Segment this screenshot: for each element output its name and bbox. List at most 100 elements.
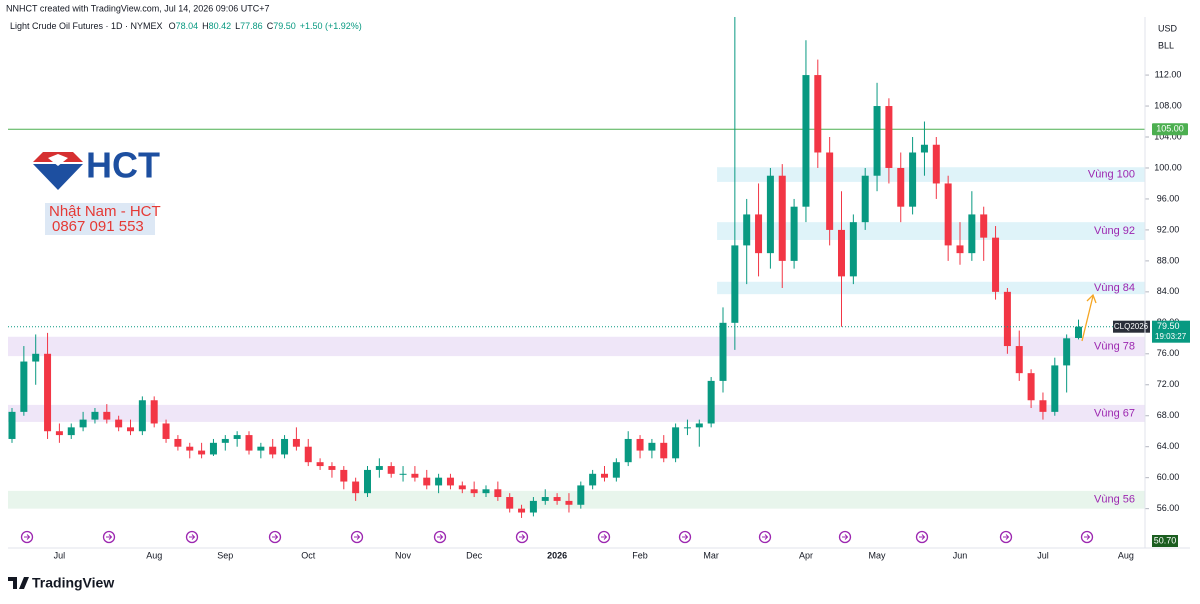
legend-key: H [202,21,209,31]
x-tick-label: Oct [301,550,316,560]
candle-body [423,477,431,486]
candle-body [707,380,715,424]
y-tick-label: 84.00 [1157,286,1180,296]
candle-body [150,400,158,424]
author: Nhật Nam - HCT [49,203,161,220]
zone [717,222,1145,240]
candle-body [32,353,40,362]
watermark: HCT Nhật Nam - HCT 0867 091 553 [33,145,161,235]
countdown: 19:03:27 [1155,332,1187,341]
candle-body [873,106,881,176]
candle-body [778,175,786,261]
y-tick-label: 104.00 [1154,131,1182,141]
candle-body [8,411,16,439]
candle-body [435,477,443,486]
x-tick-label: May [869,550,887,560]
candle-body [612,462,620,478]
candle-body [174,438,182,447]
candle-body [766,175,774,254]
candle-body [577,485,585,505]
y-tick-label: 76.00 [1157,348,1180,358]
candle-body [20,361,28,412]
candle-body [55,431,63,436]
candle-body [138,400,146,432]
symbol-box [1113,320,1150,333]
event-arrow [1084,534,1091,540]
candle-body [482,489,490,494]
candle-body [518,508,526,513]
candle-body [1039,400,1047,412]
candle-body [838,229,845,277]
candle-body [944,183,952,246]
candle-body [743,214,751,246]
candle-body [352,481,360,494]
event-arrow [762,534,769,540]
candle-body [281,438,289,455]
candle-body [790,206,798,261]
candle-body [103,411,111,420]
zone-label: Vùng 67 [1094,407,1135,419]
candle-body [648,442,656,451]
y-tick-label: 72.00 [1157,379,1180,389]
candle-body [589,473,597,486]
candle-body [885,106,893,168]
brand: TradingView [8,575,114,591]
logo-text: HCT [86,145,160,186]
candle-body [44,353,52,432]
candle-body [932,144,940,184]
legend-title: Light Crude Oil Futures · 1D · NYMEX [10,21,163,31]
candle-body [601,473,608,478]
candle-body [683,427,691,429]
candle-body [458,485,466,490]
legend-key: O [169,21,176,31]
candle-body [529,500,537,513]
candle-body [731,245,739,323]
x-tick-label: Jun [953,550,968,560]
candle-body [992,237,1000,292]
candle-body [470,489,478,494]
hline-label: 105.00 [1156,124,1184,134]
candle-body [67,427,75,436]
candle-body [257,446,265,451]
candle-body [980,214,988,238]
scale-box [1152,535,1178,547]
legend-value: 78.04 [176,21,199,31]
event-arrow [354,534,361,540]
zone [717,167,1145,182]
plot: Vùng 100 Vùng 92 Vùng 84 Vùng 78 Vùng 67 Vùng… [8,17,1190,560]
y-tick-label: 60.00 [1157,472,1180,482]
y-tick-label: 96.00 [1157,193,1180,203]
legend-key: C [267,21,274,31]
arrow-head [1086,293,1097,304]
y-tick-label: 88.00 [1157,255,1180,265]
credit: NNHCT created with TradingView.com, Jul … [6,3,270,13]
candle-body [186,446,194,451]
event-arrow [189,534,196,540]
x-tick-label: 2026 [547,550,567,560]
x-tick-label: Feb [632,550,648,560]
candle-body [316,462,324,467]
x-tick-label: Aug [1118,550,1134,560]
candle-body [340,469,348,482]
candle-body [695,423,703,428]
candle-body [1063,338,1071,366]
candle-body [364,469,371,494]
zone [8,336,1145,357]
candle-body [909,152,917,207]
arrow-line [1081,295,1094,342]
candle-body [375,466,383,470]
candle-body [269,446,277,455]
candle-body [814,75,822,153]
hline-label-box [1152,123,1188,136]
candle-body [920,144,928,153]
x-tick-label: Apr [799,550,813,560]
legend-key: L [235,21,240,31]
candle-body [127,427,134,432]
candle-body [565,500,573,505]
event-arrow [842,534,849,540]
symbol-label: CLQ2026 [1114,322,1149,331]
candle-body [802,75,810,207]
candle-body [233,435,241,439]
arrow [1081,293,1097,342]
